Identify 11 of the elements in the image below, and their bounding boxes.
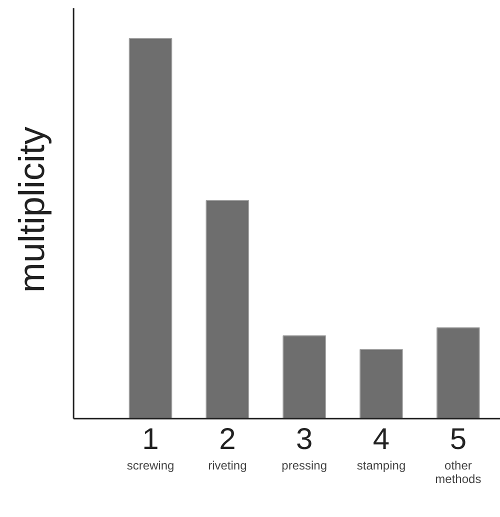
x-tick-label: 2 riveting (208, 423, 247, 473)
bar (436, 327, 480, 420)
x-tick-label: 3 pressing (282, 423, 328, 473)
x-tick-label: 4 stamping (356, 423, 406, 473)
bar (360, 348, 403, 420)
x-tick-label: 5 other methods (435, 423, 482, 486)
x-tick-label: 1 screwing (126, 423, 174, 473)
bar (128, 38, 172, 420)
bar (206, 200, 250, 420)
bar (282, 335, 326, 420)
y-axis-title: multiplicity (10, 126, 52, 293)
